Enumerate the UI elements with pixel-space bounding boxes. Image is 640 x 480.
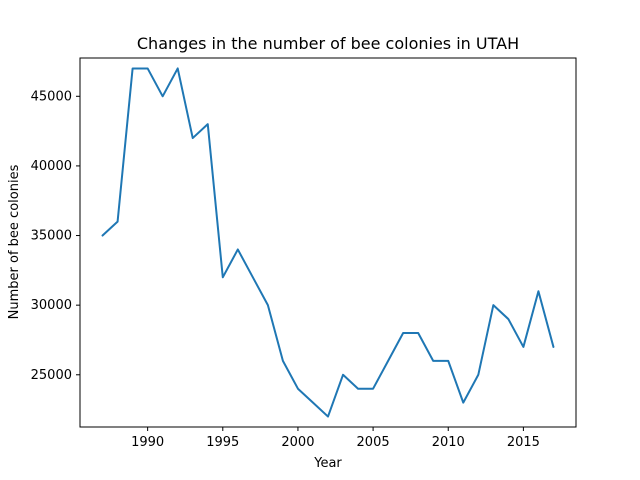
y-axis: 25000 30000 35000 40000 45000 [31, 89, 80, 383]
x-tick-label: 2015 [507, 435, 540, 450]
chart-title: Changes in the number of bee colonies in… [137, 34, 519, 53]
y-tick-label: 45000 [31, 89, 72, 104]
y-tick-label: 35000 [31, 229, 72, 244]
y-tick-label: 40000 [31, 159, 72, 174]
y-axis-label: Number of bee colonies [7, 164, 22, 319]
x-tick-label: 1990 [131, 435, 164, 450]
x-tick-label: 2000 [281, 435, 314, 450]
plot-area: 1990 1995 2000 2005 2010 2015 25000 30000 35000… [31, 57, 577, 450]
x-axis-label: Year [313, 456, 342, 471]
plot-frame [79, 57, 577, 428]
y-tick-label: 30000 [31, 298, 72, 313]
series-layer [101, 67, 555, 418]
y-tick-label: 25000 [31, 368, 72, 383]
x-tick-label: 2005 [357, 435, 390, 450]
x-tick-label: 2010 [432, 435, 465, 450]
x-tick-label: 1995 [206, 435, 239, 450]
series-line-0 [101, 67, 555, 418]
x-axis: 1990 1995 2000 2005 2010 2015 [131, 427, 540, 450]
